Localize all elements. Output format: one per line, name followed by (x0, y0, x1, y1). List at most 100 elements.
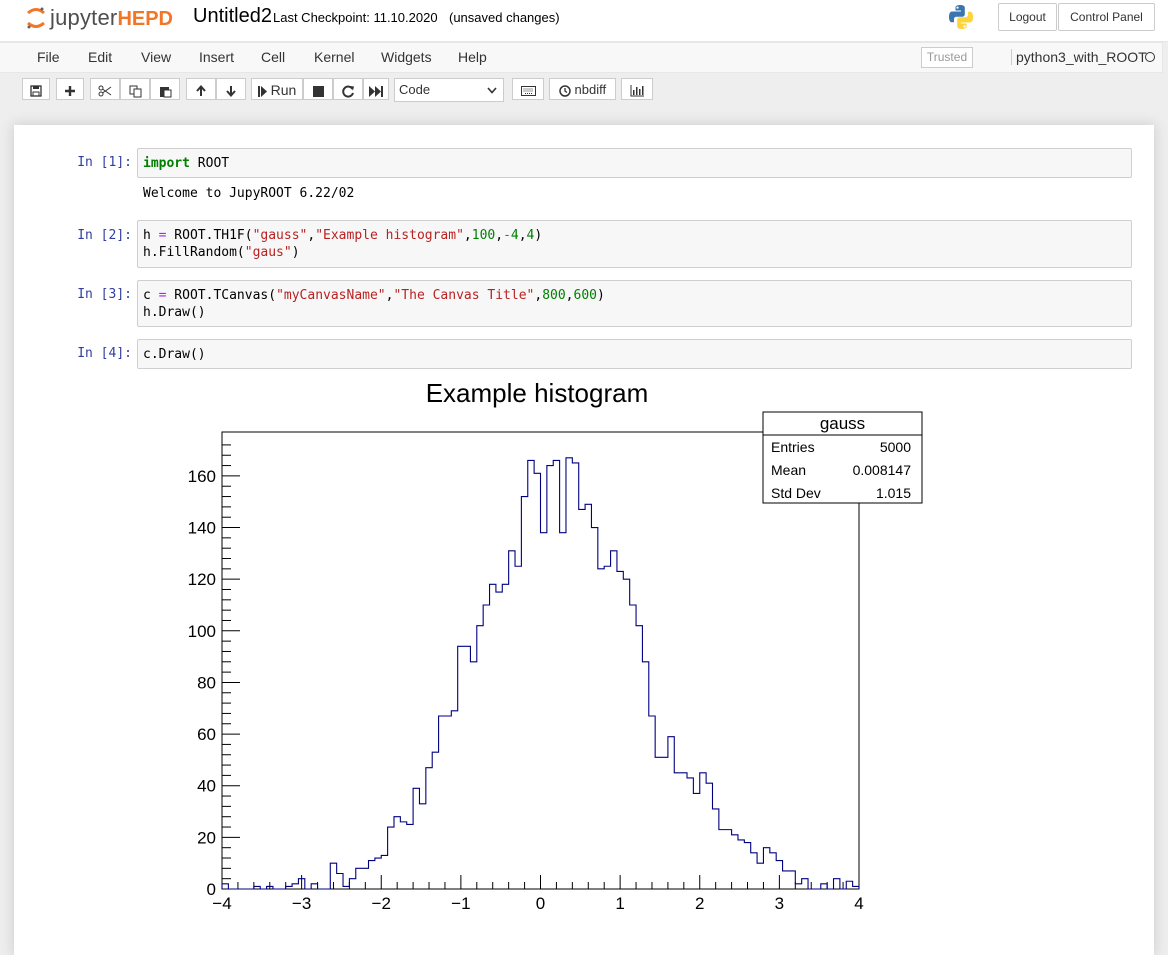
histogram-bin (432, 752, 438, 889)
stats-box (762, 411, 923, 504)
menu-help[interactable]: Help (458, 49, 487, 65)
copy-button[interactable] (120, 78, 150, 100)
histogram-bin (630, 605, 636, 889)
control-panel-button[interactable]: Control Panel (1058, 3, 1155, 31)
stats-value: 5000 (880, 439, 911, 455)
histogram-bin (789, 871, 795, 889)
code-cell-input[interactable]: h = ROOT.TH1F("gauss","Example histogram… (137, 220, 1132, 268)
restart-button[interactable] (333, 78, 363, 100)
stats-label: Entries (771, 439, 815, 455)
histogram-bin (598, 569, 604, 889)
histogram-bin (636, 626, 642, 889)
histogram-bin (362, 868, 368, 889)
histogram-bin (337, 874, 343, 889)
menu-cell[interactable]: Cell (261, 49, 286, 65)
histogram-bin (388, 827, 394, 889)
cell-type-value: Code (399, 82, 431, 97)
x-tick-label: 3 (775, 894, 784, 913)
run-label: Run (270, 82, 297, 98)
histogram-bin (617, 571, 623, 889)
x-tick-label: 1 (615, 894, 624, 913)
insert-cell-button[interactable] (56, 78, 84, 100)
jupyter-logo[interactable]: jupyterHEPD (26, 4, 173, 32)
keyboard-icon (520, 86, 536, 97)
logout-button[interactable]: Logout (998, 3, 1057, 31)
cell-prompt: In [1]: (77, 155, 132, 170)
restart-run-all-button[interactable] (363, 78, 389, 100)
run-button[interactable]: Run (251, 78, 303, 100)
histogram-bin (464, 646, 470, 889)
cut-button[interactable] (90, 78, 120, 100)
paste-button[interactable] (150, 78, 180, 100)
menu-file[interactable]: File (37, 49, 60, 65)
menu-widgets[interactable]: Widgets (381, 49, 432, 65)
histogram-bin (719, 830, 725, 889)
cell-prompt: In [2]: (77, 228, 132, 243)
histogram-bin (693, 793, 699, 889)
interrupt-button[interactable] (303, 78, 333, 100)
menu-view[interactable]: View (141, 49, 172, 65)
y-tick-label: 100 (188, 622, 216, 641)
kernel-idle-icon (1145, 52, 1155, 62)
histogram-bin (591, 528, 597, 889)
histogram-bin (572, 463, 578, 889)
x-tick-label: −2 (372, 894, 391, 913)
trusted-indicator[interactable]: Trusted (921, 47, 973, 68)
y-tick-label: 0 (207, 880, 216, 899)
histogram-bin (254, 886, 260, 889)
histogram-bin (853, 886, 859, 889)
rise-chart-button[interactable] (621, 78, 653, 100)
nbdiff-icon (559, 84, 571, 97)
arrow-up-icon (196, 85, 206, 97)
checkpoint-status: Last Checkpoint: 11.10.2020 (273, 10, 438, 25)
histogram-bin (407, 824, 413, 889)
stop-icon (312, 85, 324, 97)
chevron-down-icon (487, 87, 497, 94)
plus-icon (65, 86, 75, 97)
stats-label: Std Dev (771, 485, 821, 501)
code-cell-input[interactable]: c.Draw() (137, 339, 1132, 369)
histogram-series-line (221, 457, 860, 890)
histogram-bin (642, 662, 648, 889)
histogram-bin (311, 884, 317, 889)
logo-text-hepd: HEPD (117, 8, 174, 30)
histogram-bin (413, 788, 419, 889)
cell-prompt: In [3]: (77, 287, 132, 302)
y-tick-label: 40 (197, 777, 216, 796)
menu-edit[interactable]: Edit (88, 49, 113, 65)
autosave-status: (unsaved changes) (449, 10, 560, 25)
cell-type-select[interactable]: Code (394, 78, 504, 102)
histogram-bin (547, 466, 553, 889)
histogram-bin (502, 584, 508, 889)
kernel-name: python3_with_ROOT (1011, 49, 1147, 65)
histogram-bin (394, 817, 400, 889)
copy-icon (129, 85, 141, 98)
x-tick-label: 4 (854, 894, 863, 913)
stats-value: 0.008147 (853, 462, 912, 478)
y-tick-label: 80 (197, 673, 216, 692)
notebook-name[interactable]: Untitled2 (193, 5, 272, 27)
histogram-bin (381, 855, 387, 889)
nbdiff-button[interactable]: nbdiff (549, 78, 616, 100)
y-tick-label: 160 (188, 467, 216, 486)
menu-kernel[interactable]: Kernel (314, 49, 355, 65)
cell-output-text: Welcome to JupyROOT 6.22/02 (143, 186, 355, 201)
code-cell-input[interactable]: c = ROOT.TCanvas("myCanvasName","The Can… (137, 280, 1132, 327)
move-up-button[interactable] (186, 78, 216, 100)
histogram-bin (604, 566, 610, 889)
stats-label: Mean (771, 462, 806, 478)
menu-insert[interactable]: Insert (199, 49, 235, 65)
save-button[interactable] (22, 78, 50, 100)
code-cell-input[interactable]: import ROOT (137, 148, 1132, 178)
histogram-bin (732, 835, 738, 889)
histogram-bin (267, 886, 273, 889)
cut-icon (98, 85, 112, 97)
command-palette-button[interactable] (512, 78, 544, 100)
histogram-bin (515, 566, 521, 889)
histogram-bin (222, 884, 228, 889)
histogram-bin (490, 584, 496, 889)
move-down-button[interactable] (216, 78, 246, 100)
jupyter-icon (27, 7, 45, 29)
x-tick-label: 0 (536, 894, 545, 913)
histogram-bin (292, 884, 298, 889)
